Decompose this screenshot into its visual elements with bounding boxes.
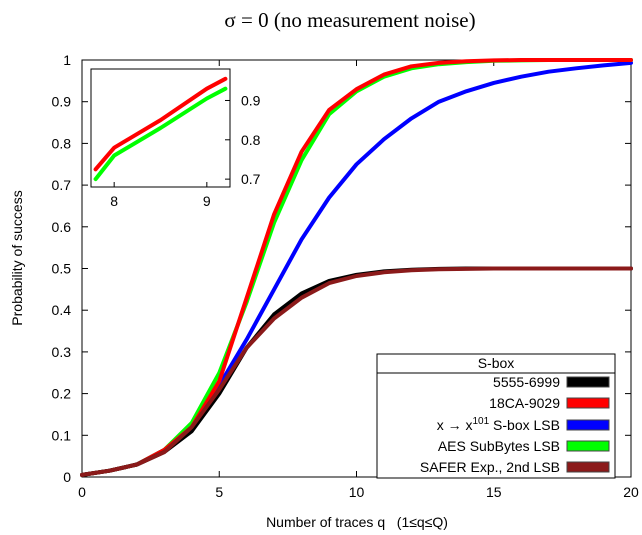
inset-y-tick-label: 0.9	[241, 92, 261, 108]
chart-title: σ = 0 (no measurement noise)	[224, 8, 475, 32]
inset-frame	[90, 68, 231, 188]
y-tick-label: 0.1	[52, 427, 72, 443]
inset-x-tick-label: 9	[203, 193, 211, 209]
legend-entry-label: SAFER Exp., 2nd LSB	[420, 459, 560, 475]
y-axis-label: Probability of success	[9, 190, 25, 325]
inset-x-tick-label: 8	[110, 193, 118, 209]
y-tick-label: 0.6	[52, 219, 72, 235]
inset-axes-layer: 8 9 0.7 0.8 0.9	[90, 68, 261, 209]
x-tick-label: 15	[486, 484, 502, 500]
inset-y-tick-label: 0.7	[241, 171, 261, 187]
inset-zoom: 8 9 0.7 0.8 0.9	[90, 68, 261, 209]
legend-box	[376, 353, 616, 479]
legend-entry-label: 5555-6999	[493, 374, 560, 390]
y-tick-label: 0.5	[52, 261, 72, 277]
legend-swatch	[566, 397, 610, 409]
inset-series-line-1	[93, 76, 228, 172]
legend-swatch	[566, 440, 610, 452]
x-tick-label: 5	[215, 484, 223, 500]
series-line-4	[80, 266, 633, 477]
y-tick-label: 1	[63, 52, 71, 68]
x-axis-label: Number of traces q (1≤q≤Q)	[266, 514, 448, 530]
legend-entry-label: 18CA-9029	[489, 395, 560, 411]
y-tick-label: 0.9	[52, 94, 72, 110]
inset-y-tick-label: 0.8	[241, 132, 261, 148]
y-tick-label: 0.2	[52, 386, 72, 402]
legend-entries: 5555-6999 18CA-9029 x → x101 S-box LSB AES …	[420, 374, 610, 475]
legend-entry-label: AES SubBytes LSB	[438, 438, 560, 454]
legend-swatch	[566, 419, 610, 431]
x-tick-label: 10	[349, 484, 365, 500]
y-tick-label: 0.8	[52, 135, 72, 151]
y-tick-label: 0.7	[52, 177, 72, 193]
legend-swatch	[566, 461, 610, 473]
axes-layer: 0 5 10 15 20 0 0.1 0.2 0.3 0.4 0.5 0.6 0.7 0.8 0.9 1	[52, 52, 639, 500]
legend-title: S-box	[478, 355, 515, 371]
legend-swatch	[566, 376, 610, 388]
y-tick-label: 0.4	[52, 302, 72, 318]
legend: S-box 5555-6999 18CA-9029 x → x101 S-box L…	[376, 353, 616, 479]
inset-series-line-0	[93, 86, 228, 182]
y-tick-label: 0.3	[52, 344, 72, 360]
inset-series-layer	[91, 69, 230, 187]
legend-entry-label: x → x101 S-box LSB	[437, 416, 560, 433]
series-layer	[80, 58, 633, 477]
y-tick-label: 0	[63, 469, 71, 485]
x-tick-label: 0	[78, 484, 86, 500]
x-tick-label: 20	[623, 484, 639, 500]
